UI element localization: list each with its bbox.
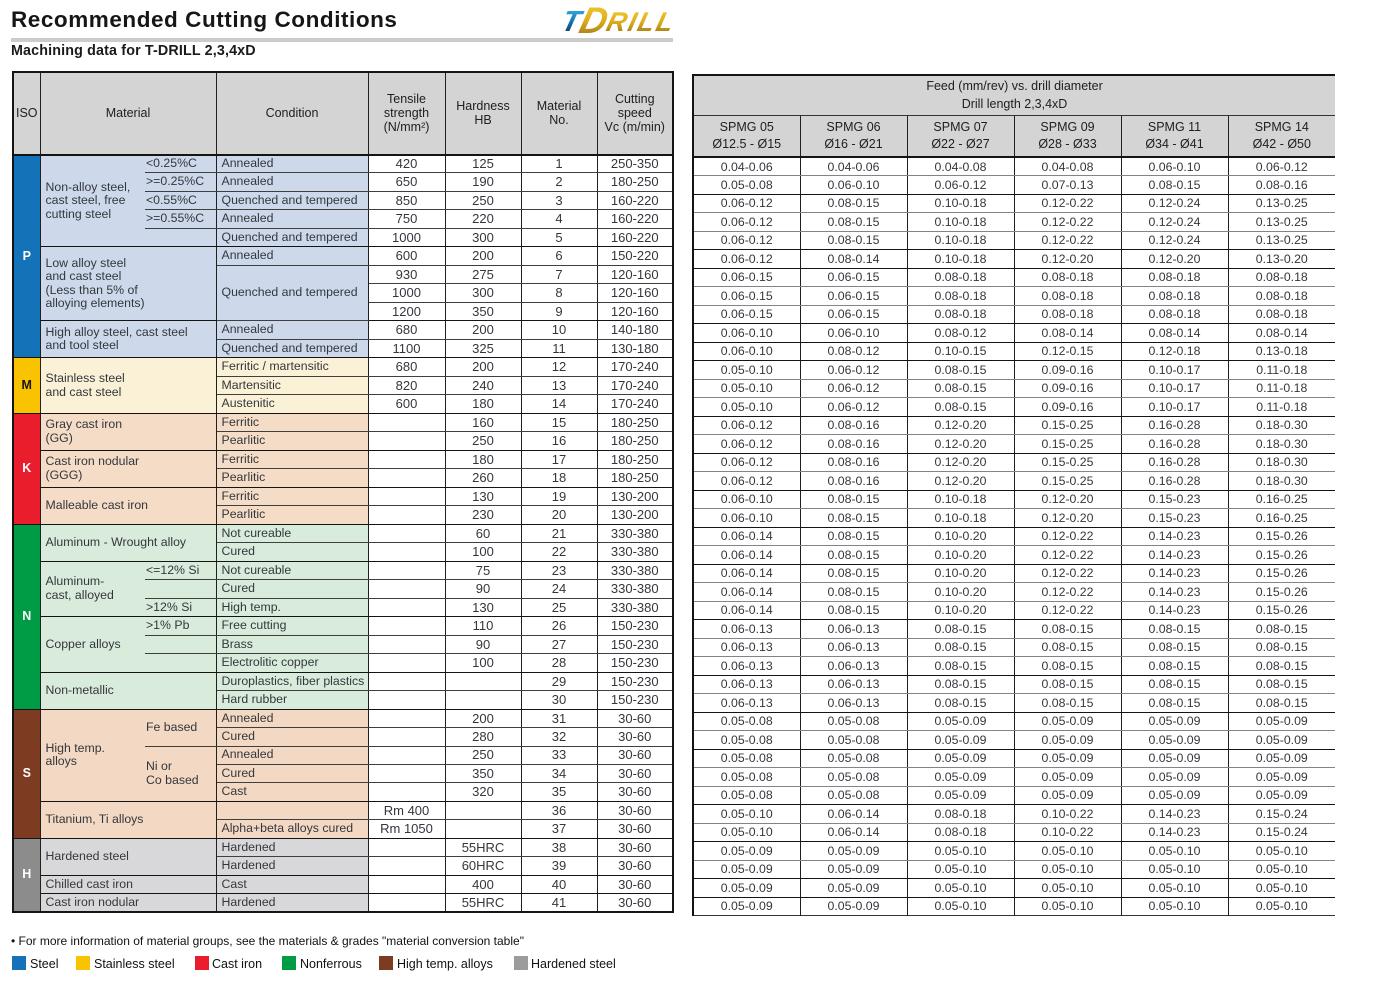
svg-text:RILL: RILL: [604, 6, 680, 37]
